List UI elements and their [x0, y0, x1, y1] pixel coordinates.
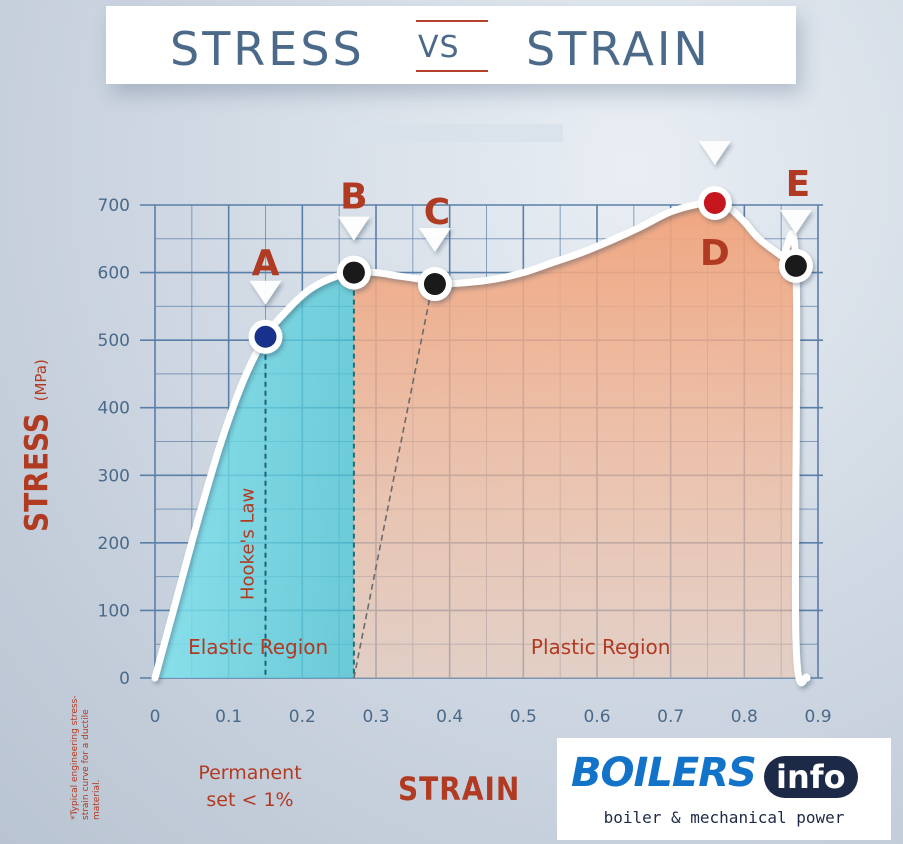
logo-badge: info [764, 756, 858, 798]
point-marker-A [254, 325, 277, 348]
x-tick-label: 0.5 [510, 707, 537, 727]
y-tick-label: 300 [98, 466, 130, 486]
title-stress: STRESS [170, 22, 365, 76]
x-tick-label: 0 [150, 707, 161, 727]
point-arrow-B [337, 216, 370, 241]
x-tick-label: 0.1 [215, 707, 242, 727]
x-tick-label: 0.4 [436, 707, 463, 727]
x-tick-label: 0.3 [362, 707, 389, 727]
x-axis-label: STRAIN [398, 770, 521, 808]
point-arrow-A [249, 280, 282, 305]
subtitle-bar [338, 124, 563, 142]
points: A B C D E [248, 140, 813, 354]
title-vs-rule-top [416, 20, 488, 22]
x-tick-label: 0.9 [804, 707, 831, 727]
x-tick-label: 0.2 [289, 707, 316, 727]
y-axis-label-text: STRESS [17, 412, 56, 532]
title-vs-rule-bottom [416, 70, 488, 72]
title-strain: STRAIN [526, 22, 711, 76]
elastic-region-label: Elastic Region [188, 635, 328, 659]
y-axis-label: STRESS (MPa) [17, 359, 56, 532]
point-marker-D [703, 191, 726, 214]
plastic-region-label: Plastic Region [531, 635, 671, 659]
point-label-D: D [700, 233, 730, 274]
y-tick-label: 600 [98, 264, 130, 284]
footnote: *Typical engineering stress-strain curve… [70, 695, 102, 820]
point-label-E: E [786, 164, 811, 205]
annotation-lines: Hooke's Law [238, 272, 432, 679]
point-arrow-C [418, 228, 451, 253]
logo-box: BOILERS info boiler & mechanical power [557, 738, 891, 840]
x-tick-label: 0.6 [583, 707, 610, 727]
region-fills [155, 202, 807, 683]
point-label-B: B [340, 177, 367, 218]
y-axis-unit: (MPa) [32, 359, 50, 402]
point-label-C: C [424, 192, 450, 233]
y-tick-label: 200 [98, 534, 130, 554]
plastic-region-fill [353, 202, 807, 683]
logo-tagline: boiler & mechanical power [603, 808, 845, 827]
logo-wordmark: BOILERS [571, 750, 757, 796]
point-arrow-E [779, 209, 812, 234]
y-tick-label: 400 [98, 399, 130, 419]
permanent-set-note: Permanent set < 1% [198, 762, 302, 811]
y-tick-label: 0 [119, 669, 130, 689]
hookes-law-label: Hooke's Law [238, 488, 259, 600]
x-tick-label: 0.7 [657, 707, 684, 727]
region-labels: Elastic Region Plastic Region [188, 635, 670, 659]
title-vs: VS [418, 30, 460, 65]
point-marker-C [423, 273, 446, 296]
x-tick-label: 0.8 [731, 707, 758, 727]
point-marker-E [784, 254, 807, 277]
y-tick-label: 700 [98, 196, 130, 216]
elastic-region-fill [155, 272, 354, 678]
title-banner: STRESS VS STRAIN [106, 6, 796, 84]
y-tick-label: 100 [98, 601, 130, 621]
point-marker-B [342, 261, 365, 284]
tick-labels: 0 0.1 0.2 0.3 0.4 0.5 0.6 0.7 0.8 0.9 0 100 200 300 40… [98, 196, 832, 727]
point-arrow-D [698, 140, 731, 165]
point-label-A: A [252, 243, 280, 284]
offset-line [353, 291, 432, 679]
y-tick-label: 500 [98, 331, 130, 351]
